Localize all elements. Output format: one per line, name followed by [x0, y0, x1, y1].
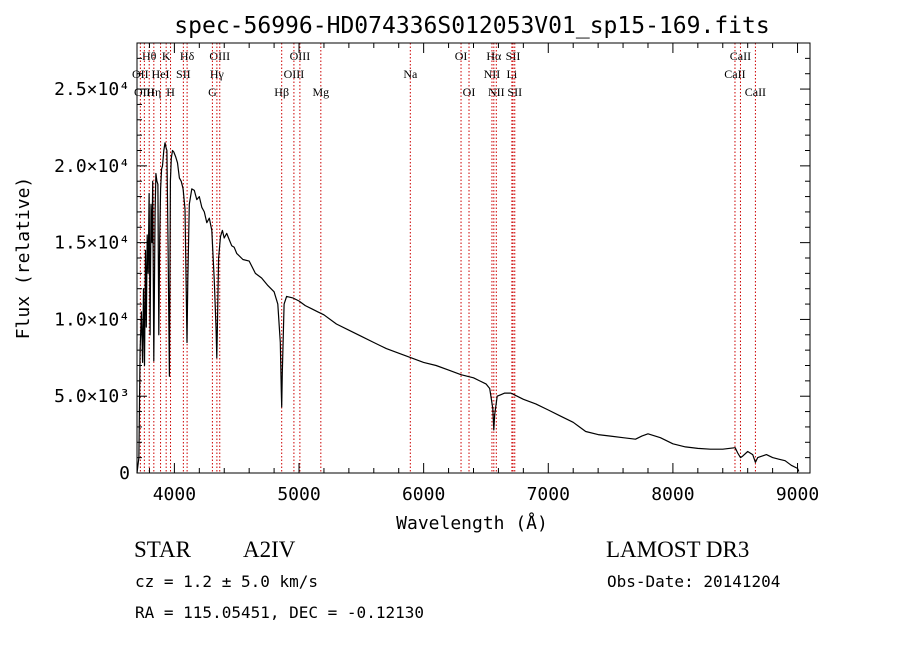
line-label-18: OI: [463, 85, 476, 99]
y-axis-label: Flux (relative): [13, 177, 34, 340]
line-label-27: CaII: [745, 85, 766, 99]
line-label-13: OIII: [284, 67, 305, 81]
y-tick-label-0: 0: [119, 463, 130, 484]
y-tick-label-4: 2.0×10⁴: [54, 156, 130, 177]
line-label-20: NII: [484, 67, 501, 81]
x-tick-label-3: 7000: [527, 484, 570, 505]
line-label-25: CaII: [730, 49, 751, 63]
spectrum-chart: spec-56996-HD074336S012053V01_sp15-169.f…: [13, 13, 819, 534]
object-subclass: A2IV: [243, 537, 296, 562]
chart-title: spec-56996-HD074336S012053V01_sp15-169.f…: [174, 13, 769, 39]
x-tick-label-5: 9000: [776, 484, 819, 505]
line-label-24: SII: [507, 85, 522, 99]
line-label-7: Hδ: [180, 49, 195, 63]
line-label-15: Mg: [312, 85, 329, 99]
spectrum-series: [136, 142, 800, 474]
x-tick-label-1: 5000: [277, 484, 320, 505]
y-tick-label-1: 5.0×10³: [54, 386, 130, 407]
spectrum-line-0: [136, 142, 800, 474]
line-label-14: Hβ: [274, 85, 289, 99]
line-label-10: Hγ: [210, 67, 225, 81]
y-tick-label-3: 1.5×10⁴: [54, 233, 130, 254]
line-label-3: Hη: [146, 85, 161, 99]
x-axis: 4000 5000 6000 7000 8000 9000: [148, 43, 819, 505]
x-tick-label-4: 8000: [651, 484, 694, 505]
line-label-11: G: [208, 85, 217, 99]
redshift-cz: cz = 1.2 ± 5.0 km/s: [135, 572, 319, 591]
line-label-26: CaII: [724, 67, 745, 81]
line-label-21: NII: [488, 85, 505, 99]
line-label-19: Hα: [486, 49, 502, 63]
line-label-12: OIII: [290, 49, 311, 63]
line-label-4: K: [162, 49, 171, 63]
survey-name: LAMOST DR3: [606, 537, 750, 562]
plot-frame: [136, 42, 811, 474]
line-label-5: HeI: [152, 67, 170, 81]
x-tick-label-2: 6000: [402, 484, 445, 505]
line-label-16: Na: [403, 67, 418, 81]
line-label-6: H: [166, 85, 175, 99]
line-label-8: SII: [176, 67, 191, 81]
y-axis: 0 5.0×10³ 1.0×10⁴ 1.5×10⁴ 2.0×10⁴ 2.5×10⁴: [54, 57, 810, 484]
line-label-0: Hθ: [142, 49, 157, 63]
line-label-22: SII: [506, 49, 521, 63]
line-label-23: Li: [507, 67, 518, 81]
observation-date: Obs-Date: 20141204: [607, 572, 781, 591]
line-label-2: OIII: [134, 85, 155, 99]
object-class: STAR: [134, 537, 191, 562]
ra-dec-coordinates: RA = 115.05451, DEC = -0.12130: [135, 603, 424, 622]
x-axis-label: Wavelength (Å): [396, 512, 548, 534]
y-tick-label-5: 2.5×10⁴: [54, 79, 130, 100]
line-label-17: OI: [455, 49, 468, 63]
y-tick-label-2: 1.0×10⁴: [54, 309, 130, 330]
x-tick-label-0: 4000: [153, 484, 196, 505]
line-label-9: OIII: [209, 49, 230, 63]
